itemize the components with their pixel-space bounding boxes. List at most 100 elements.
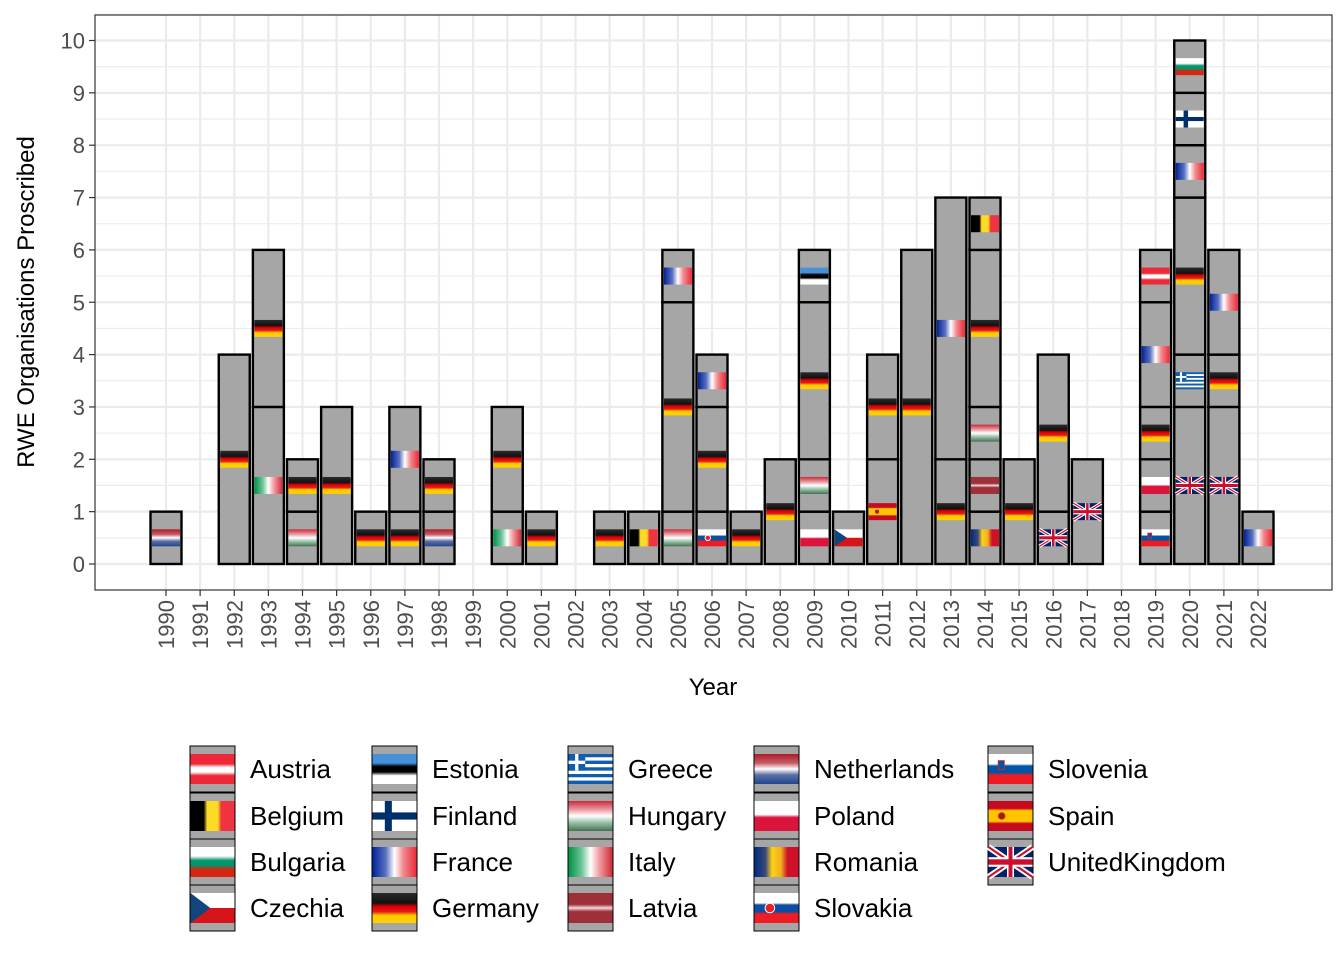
legend-label: Hungary — [628, 801, 726, 831]
flag-italy-icon — [254, 476, 283, 494]
x-tick-label: 2019 — [1144, 600, 1169, 649]
bar-segment-slovakia — [695, 510, 729, 566]
flag-romania-icon — [754, 847, 799, 877]
bar-segment-finland — [1173, 91, 1207, 147]
x-tick-label: 2004 — [632, 600, 657, 649]
x-tick-label: 1995 — [325, 600, 350, 649]
flag-czechia-icon — [190, 893, 235, 923]
flag-france-icon — [1244, 529, 1272, 547]
bar-segment-france — [1241, 510, 1275, 566]
bar-segment-germany — [661, 301, 695, 513]
flag-germany-icon — [1005, 503, 1034, 521]
legend-item-belgium: Belgium — [189, 792, 344, 840]
bar-segment-greece — [1173, 353, 1207, 409]
bar-segment-hungary — [661, 510, 695, 566]
flag-latvia-icon — [568, 893, 613, 923]
flag-latvia-icon — [971, 476, 999, 494]
x-tick-label: 2018 — [1110, 600, 1135, 649]
x-tick-label: 1994 — [291, 600, 316, 649]
bar-2010 — [831, 510, 866, 566]
flag-germany-icon — [220, 450, 249, 468]
bar-segment-germany — [968, 248, 1002, 409]
bar-segment-spain — [865, 458, 900, 566]
x-tick-label: 2012 — [905, 600, 930, 649]
flag-slovenia-icon — [988, 754, 1033, 784]
flag-romania-icon — [971, 529, 999, 547]
flag-spain-icon — [988, 801, 1033, 831]
flag-germany-icon — [902, 398, 931, 416]
legend-label: Greece — [628, 754, 713, 784]
flag-estonia-icon — [372, 754, 417, 784]
bar-segment-germany — [319, 405, 354, 566]
x-tick-label: 2008 — [768, 600, 793, 649]
x-tick-label: 1997 — [393, 600, 418, 649]
bar-segment-germany — [251, 248, 286, 409]
flag-germany-icon — [698, 450, 726, 468]
bar-segment-unitedkingdom — [1173, 405, 1207, 566]
flag-austria-icon — [1141, 267, 1170, 285]
flag-unitedkingdom-icon — [1174, 475, 1205, 496]
flag-finland-icon — [1175, 110, 1204, 128]
legend-label: France — [432, 847, 513, 877]
bar-segment-germany — [934, 458, 968, 566]
flag-germany-icon — [800, 372, 829, 390]
legend-item-germany: Germany — [371, 884, 539, 932]
flag-poland-icon — [754, 801, 799, 831]
y-tick-label: 6 — [73, 238, 85, 263]
bar-2019 — [1138, 248, 1173, 566]
legend-label: Czechia — [250, 893, 344, 923]
bar-2003 — [592, 510, 627, 566]
flag-netherlands-icon — [152, 529, 180, 547]
y-tick-label: 2 — [73, 447, 85, 472]
y-axis: 0 1 2 3 4 5 6 7 8 9 10 — [61, 29, 95, 577]
bar-2011 — [865, 353, 900, 566]
flag-germany-icon — [868, 398, 897, 416]
flag-belgium-icon — [190, 801, 235, 831]
x-tick-label: 1999 — [461, 600, 486, 649]
bar-1997 — [388, 405, 422, 566]
legend-label: Romania — [814, 847, 919, 877]
legend-item-poland: Poland — [753, 792, 895, 840]
legend-item-italy: Italy — [567, 838, 676, 886]
flag-estonia-icon — [800, 267, 829, 285]
legend-item-hungary: Hungary — [567, 792, 726, 840]
flag-czechia-icon — [834, 529, 863, 547]
flag-france-icon — [1175, 162, 1204, 180]
x-tick-label: 2005 — [666, 600, 691, 649]
bar-2006 — [695, 353, 729, 566]
bar-2017 — [1070, 458, 1105, 566]
bar-segment-france — [695, 353, 729, 409]
flag-spain-icon — [868, 503, 897, 521]
bar-2005 — [661, 248, 695, 566]
x-tick-label: 2006 — [700, 600, 725, 649]
x-axis-title: Year — [689, 674, 738, 701]
bar-segment-germany — [695, 405, 729, 513]
bar-2001 — [524, 510, 559, 566]
flag-germany-icon — [356, 529, 385, 547]
legend-label: Belgium — [250, 801, 344, 831]
bar-segment-france — [1173, 143, 1207, 199]
flag-unitedkingdom-icon — [1072, 501, 1103, 522]
legend-label: Latvia — [628, 893, 698, 923]
bar-2007 — [729, 510, 763, 566]
y-axis-title: RWE Organisations Proscribed — [13, 136, 40, 468]
flag-greece-icon — [1175, 372, 1204, 390]
bar-segment-italy — [251, 405, 286, 566]
flag-germany-icon — [766, 503, 795, 521]
x-tick-label: 2010 — [837, 600, 862, 649]
x-tick-label: 1993 — [256, 600, 281, 649]
bar-segment-germany — [1138, 405, 1173, 461]
legend-item-bulgaria: Bulgaria — [189, 838, 346, 886]
bar-segment-czechia — [831, 510, 866, 566]
legend-item-spain: Spain — [987, 792, 1115, 840]
flag-germany-icon — [1141, 424, 1170, 442]
bar-2008 — [763, 458, 797, 566]
flag-germany-icon — [1175, 267, 1204, 285]
x-axis: 1990 1991 1992 1993 1994 1995 1996 1997 1998 1999… — [154, 590, 1271, 649]
flag-france-icon — [1141, 346, 1170, 364]
flag-italy-icon — [568, 847, 613, 877]
x-tick-label: 2014 — [973, 600, 998, 649]
x-tick-label: 1991 — [188, 600, 213, 649]
bar-segment-unitedkingdom — [1070, 458, 1105, 566]
